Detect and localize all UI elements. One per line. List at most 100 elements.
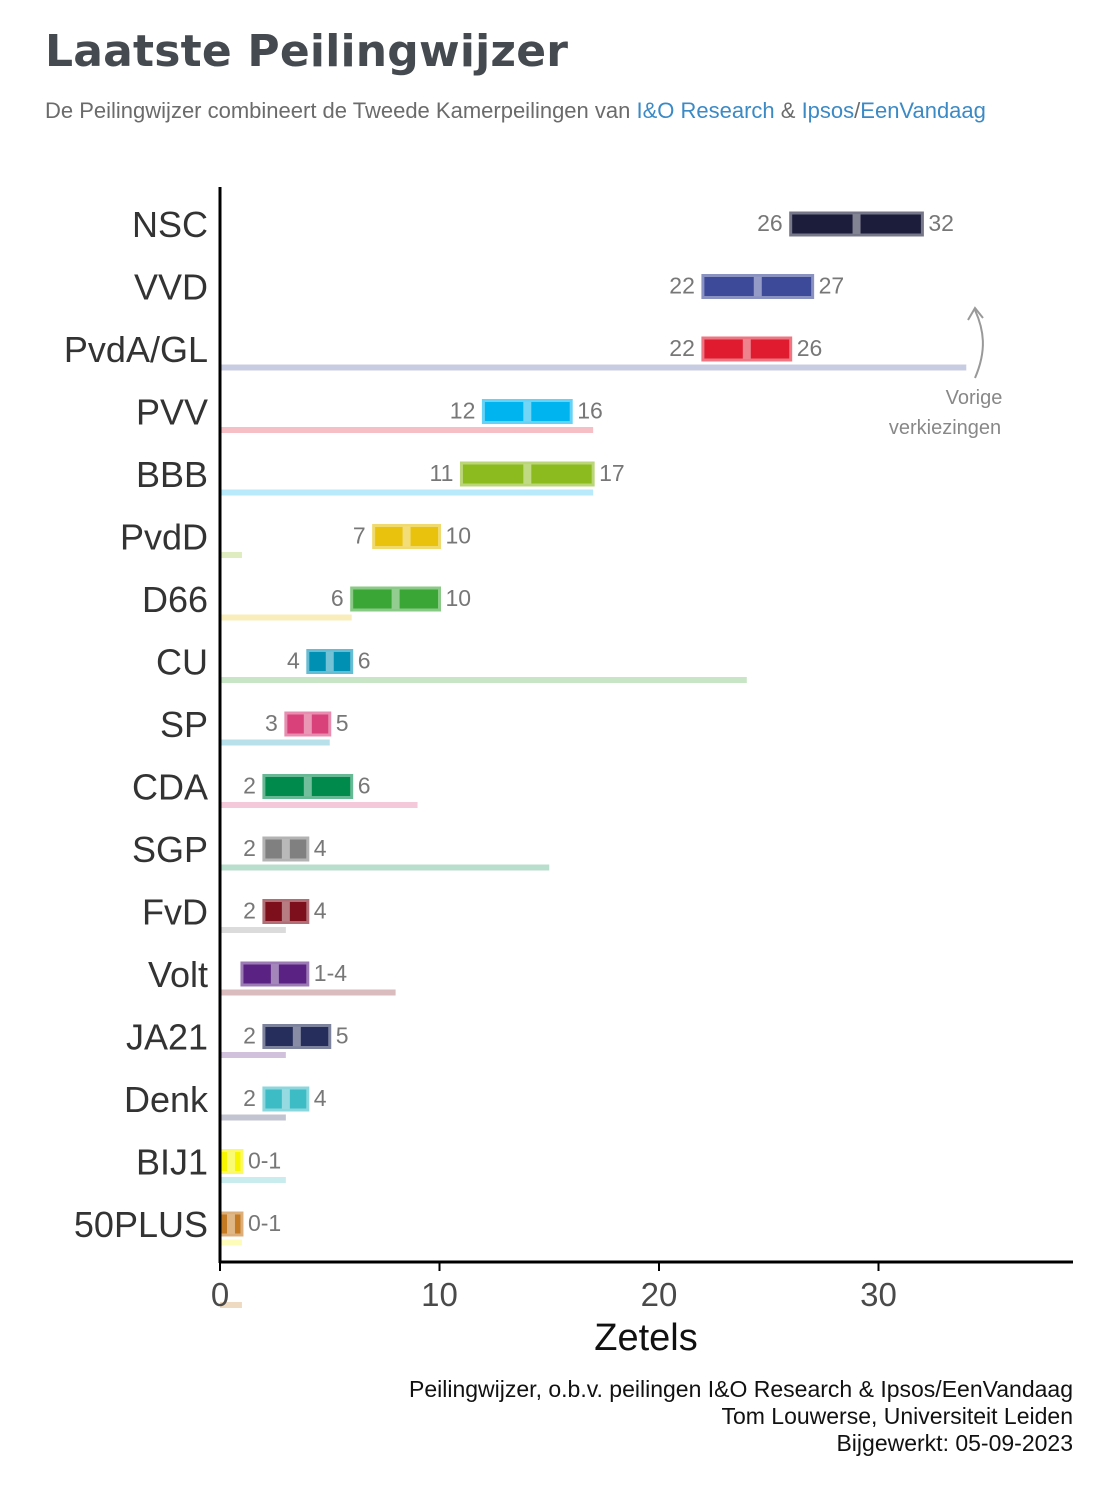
range-high-label: 0-1 bbox=[248, 1148, 281, 1174]
range-low-label: 22 bbox=[669, 335, 695, 361]
previous-result-bar bbox=[220, 364, 967, 371]
previous-result-bar bbox=[220, 1052, 286, 1058]
subtitle-slash: / bbox=[854, 98, 861, 123]
previous-result-bar bbox=[220, 677, 747, 683]
party-label: 50PLUS bbox=[74, 1204, 208, 1245]
party-label: BBB bbox=[136, 454, 208, 495]
range-low-label: 6 bbox=[331, 585, 344, 611]
range-high-label: 1-4 bbox=[314, 960, 347, 986]
range-midpoint bbox=[325, 651, 334, 672]
page-subtitle: De Peilingwijzer combineert de Tweede Ka… bbox=[45, 98, 986, 124]
range-midpoint bbox=[281, 901, 290, 922]
range-high-label: 4 bbox=[314, 835, 327, 861]
range-high-label: 26 bbox=[797, 335, 823, 361]
party-label: CDA bbox=[132, 767, 208, 808]
range-midpoint bbox=[303, 714, 312, 734]
previous-result-bar bbox=[220, 614, 352, 621]
range-midpoint bbox=[226, 1214, 235, 1234]
x-tick-label: 0 bbox=[211, 1276, 229, 1313]
previous-result-bar bbox=[220, 1114, 286, 1121]
range-low-label: 4 bbox=[287, 648, 300, 674]
previous-result-bar bbox=[220, 1239, 242, 1246]
range-high-label: 0-1 bbox=[248, 1210, 281, 1236]
party-label: NSC bbox=[132, 204, 208, 245]
party-label: Denk bbox=[124, 1079, 209, 1120]
range-high-label: 16 bbox=[577, 398, 603, 424]
party-label: D66 bbox=[142, 579, 208, 620]
range-high-label: 27 bbox=[819, 273, 845, 299]
range-low-label: 26 bbox=[757, 210, 783, 236]
footer-author: Tom Louwerse, Universiteit Leiden bbox=[721, 1403, 1073, 1429]
previous-result-bar bbox=[220, 552, 242, 558]
previous-result-bar bbox=[220, 427, 594, 433]
previous-result-bar bbox=[220, 927, 286, 933]
range-high-label: 6 bbox=[358, 773, 371, 799]
range-high-label: 5 bbox=[336, 710, 349, 736]
range-midpoint bbox=[402, 526, 411, 547]
range-high-label: 32 bbox=[928, 210, 954, 236]
party-label: CU bbox=[156, 642, 208, 683]
range-low-label: 3 bbox=[265, 710, 278, 736]
range-high-label: 4 bbox=[314, 898, 327, 924]
previous-result-bar bbox=[220, 1302, 242, 1308]
link-ipsos[interactable]: Ipsos bbox=[801, 98, 855, 123]
previous-result-bar bbox=[220, 739, 330, 746]
range-low-label: 2 bbox=[243, 1023, 256, 1049]
range-low-label: 12 bbox=[450, 398, 476, 424]
previous-result-bar bbox=[220, 989, 396, 996]
range-midpoint bbox=[303, 776, 312, 797]
party-label: PvdD bbox=[120, 517, 208, 558]
link-eenvandaag[interactable]: EenVandaag bbox=[860, 98, 986, 123]
range-midpoint bbox=[753, 276, 762, 297]
range-low-label: 22 bbox=[669, 273, 695, 299]
party-label: VVD bbox=[134, 267, 208, 308]
subtitle-amp: & bbox=[774, 98, 802, 123]
range-midpoint bbox=[292, 1026, 301, 1047]
chart-footer: Peilingwijzer, o.b.v. peilingen I&O Rese… bbox=[409, 1376, 1073, 1457]
x-tick-label: 10 bbox=[421, 1276, 458, 1313]
previous-result-bar bbox=[220, 864, 550, 871]
range-midpoint bbox=[226, 1151, 235, 1172]
range-midpoint bbox=[523, 464, 532, 484]
party-label: PVV bbox=[136, 392, 208, 433]
party-label: BIJ1 bbox=[136, 1142, 208, 1183]
subtitle-text: De Peilingwijzer combineert de Tweede Ka… bbox=[45, 98, 637, 123]
range-midpoint bbox=[391, 589, 400, 609]
footer-source: Peilingwijzer, o.b.v. peilingen I&O Rese… bbox=[409, 1376, 1073, 1402]
range-high-label: 5 bbox=[336, 1023, 349, 1049]
footer-updated: Bijgewerkt: 05-09-2023 bbox=[836, 1430, 1073, 1456]
range-midpoint bbox=[523, 401, 532, 422]
range-high-label: 17 bbox=[599, 460, 625, 486]
annotation-text-line2: verkiezingen bbox=[889, 417, 1001, 439]
party-label: Volt bbox=[148, 954, 208, 995]
range-low-label: 2 bbox=[243, 1085, 256, 1111]
party-label: PvdA/GL bbox=[64, 329, 208, 370]
party-label: SGP bbox=[132, 829, 208, 870]
range-midpoint bbox=[281, 1089, 290, 1109]
x-tick-label: 30 bbox=[860, 1276, 897, 1313]
range-low-label: 2 bbox=[243, 835, 256, 861]
range-low-label: 2 bbox=[243, 898, 256, 924]
range-low-label: 7 bbox=[353, 523, 366, 549]
range-high-label: 10 bbox=[446, 523, 472, 549]
range-high-label: 10 bbox=[446, 585, 472, 611]
party-label: JA21 bbox=[126, 1017, 208, 1058]
range-low-label: 11 bbox=[430, 460, 454, 486]
previous-result-bar bbox=[220, 1177, 286, 1183]
x-axis-title: Zetels bbox=[594, 1317, 697, 1359]
range-midpoint bbox=[270, 964, 279, 984]
previous-result-bar bbox=[220, 489, 594, 496]
range-high-label: 6 bbox=[358, 648, 371, 674]
party-label: FvD bbox=[142, 892, 208, 933]
link-io-research[interactable]: I&O Research bbox=[636, 98, 775, 123]
party-label: SP bbox=[160, 704, 208, 745]
previous-result-bar bbox=[220, 802, 418, 808]
annotation-text-line1: Vorige bbox=[946, 387, 1003, 409]
range-low-label: 2 bbox=[243, 773, 256, 799]
range-midpoint bbox=[281, 839, 290, 859]
range-midpoint bbox=[852, 214, 861, 234]
page-title: Laatste Peilingwijzer bbox=[45, 26, 569, 77]
range-midpoint bbox=[742, 339, 751, 359]
x-tick-label: 20 bbox=[641, 1276, 678, 1313]
